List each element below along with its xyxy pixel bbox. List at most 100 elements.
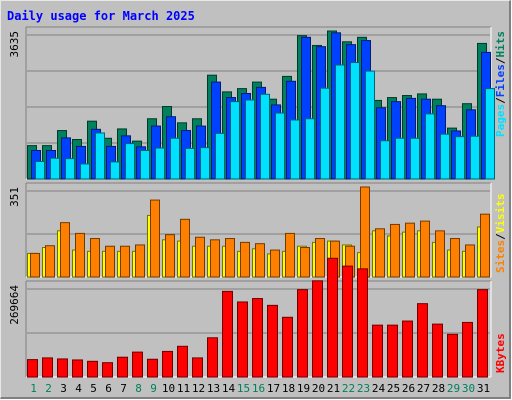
sites-bar-day-5 — [90, 238, 100, 278]
pages-bar-day-10 — [170, 137, 180, 180]
kbytes-bar-day-9 — [147, 358, 158, 378]
legend-separator: / — [494, 57, 507, 64]
pages-bar-day-1 — [35, 160, 45, 180]
kbytes-bar-day-7 — [117, 356, 128, 378]
kbytes-bar-day-6 — [102, 362, 113, 378]
sites-bar-day-31 — [480, 213, 490, 278]
day-label-4: 4 — [75, 382, 82, 395]
pages-bar-day-2 — [50, 157, 60, 180]
pages-bar-day-15 — [245, 99, 255, 180]
pages-bar-day-19 — [305, 118, 315, 180]
day-label-15: 15 — [237, 382, 250, 395]
pages-bar-day-22 — [350, 62, 360, 180]
y-max-label: 269664 — [8, 285, 21, 325]
day-label-10: 10 — [162, 382, 175, 395]
kbytes-bar-day-1 — [27, 359, 38, 378]
pages-bar-day-11 — [185, 147, 195, 180]
kbytes-bar-day-29 — [447, 333, 458, 378]
day-label-8: 8 — [135, 382, 142, 395]
sites-bar-day-6 — [105, 245, 115, 278]
day-label-12: 12 — [192, 382, 205, 395]
kbytes-bar-day-10 — [162, 350, 173, 378]
chart-panels: 3635 Pages/Files/Hits 351 Sites/Visits 26966… — [8, 26, 507, 378]
day-label-14: 14 — [222, 382, 236, 395]
legend-visits: Visits — [494, 194, 507, 234]
kbytes-bar-day-14 — [222, 290, 233, 378]
pages-bar-day-4 — [80, 163, 90, 180]
panel-legend: Sites/Visits — [494, 194, 507, 274]
pages-bar-day-31 — [485, 88, 495, 180]
kbytes-bar-day-16 — [252, 298, 263, 378]
kbytes-bar-day-18 — [282, 316, 293, 378]
sites-bar-day-24 — [375, 228, 385, 278]
pages-bar-day-29 — [455, 136, 465, 180]
sites-bar-day-9 — [150, 199, 160, 278]
sites-bar-day-18 — [285, 232, 295, 278]
kbytes-bar-day-20 — [312, 280, 323, 378]
day-label-6: 6 — [105, 382, 112, 395]
pages-bar-day-18 — [290, 119, 300, 180]
pages-bar-day-17 — [275, 112, 285, 180]
day-label-16: 16 — [252, 382, 265, 395]
day-label-29: 29 — [447, 382, 460, 395]
day-label-21: 21 — [327, 382, 340, 395]
day-label-31: 31 — [477, 382, 490, 395]
pages-bar-day-24 — [380, 140, 390, 180]
day-label-3: 3 — [60, 382, 67, 395]
day-label-19: 19 — [297, 382, 310, 395]
sites-bar-day-16 — [255, 243, 265, 278]
day-label-2: 2 — [45, 382, 52, 395]
y-max-label: 3635 — [8, 31, 21, 58]
kbytes-bar-day-17 — [267, 304, 278, 378]
sites-bar-day-10 — [165, 234, 175, 278]
day-label-17: 17 — [267, 382, 280, 395]
series-sites — [30, 186, 490, 278]
day-label-18: 18 — [282, 382, 295, 395]
series-pages — [35, 62, 495, 180]
day-label-5: 5 — [90, 382, 97, 395]
sites-bar-day-15 — [240, 241, 250, 278]
chart-title: Daily usage for March 2025 — [7, 9, 195, 23]
pages-bar-day-30 — [470, 135, 480, 180]
day-label-13: 13 — [207, 382, 220, 395]
sites-bar-day-11 — [180, 218, 190, 278]
kbytes-bar-day-5 — [87, 360, 98, 378]
legend-kbytes: KBytes — [494, 333, 507, 373]
panel-hits-files-pages: 3635 Pages/Files/Hits — [8, 26, 507, 180]
kbytes-bar-day-31 — [477, 289, 488, 378]
sites-bar-day-20 — [315, 238, 325, 278]
sites-bar-day-13 — [210, 239, 220, 278]
kbytes-bar-day-25 — [387, 324, 398, 378]
legend-separator: / — [494, 97, 507, 104]
pages-bar-day-14 — [230, 101, 240, 180]
pages-bar-day-16 — [260, 93, 270, 180]
pages-bar-day-26 — [410, 137, 420, 180]
pages-bar-day-13 — [215, 132, 225, 180]
y-max-label: 351 — [8, 187, 21, 207]
kbytes-bar-day-28 — [432, 323, 443, 378]
pages-bar-day-25 — [395, 137, 405, 180]
sites-bar-day-19 — [300, 247, 310, 278]
sites-bar-day-23 — [360, 186, 370, 278]
day-label-30: 30 — [462, 382, 475, 395]
panel-visits-sites: 351 Sites/Visits — [8, 182, 507, 278]
day-label-28: 28 — [432, 382, 445, 395]
sites-bar-day-25 — [390, 223, 400, 278]
day-label-20: 20 — [312, 382, 325, 395]
panel-legend: Pages/Files/Hits — [494, 31, 507, 137]
day-label-11: 11 — [177, 382, 190, 395]
sites-bar-day-2 — [45, 245, 55, 278]
sites-bar-day-29 — [450, 238, 460, 278]
kbytes-bar-day-24 — [372, 324, 383, 378]
kbytes-bar-day-11 — [177, 345, 188, 378]
kbytes-bar-day-3 — [57, 358, 68, 378]
kbytes-bar-day-12 — [192, 357, 203, 378]
sites-bar-day-12 — [195, 236, 205, 278]
day-label-25: 25 — [387, 382, 400, 395]
day-label-1: 1 — [30, 382, 37, 395]
legend-pages: Pages — [494, 104, 507, 137]
kbytes-bar-day-19 — [297, 289, 308, 378]
pages-bar-day-5 — [95, 132, 105, 180]
sites-bar-day-4 — [75, 232, 85, 278]
sites-bar-day-3 — [60, 222, 70, 278]
